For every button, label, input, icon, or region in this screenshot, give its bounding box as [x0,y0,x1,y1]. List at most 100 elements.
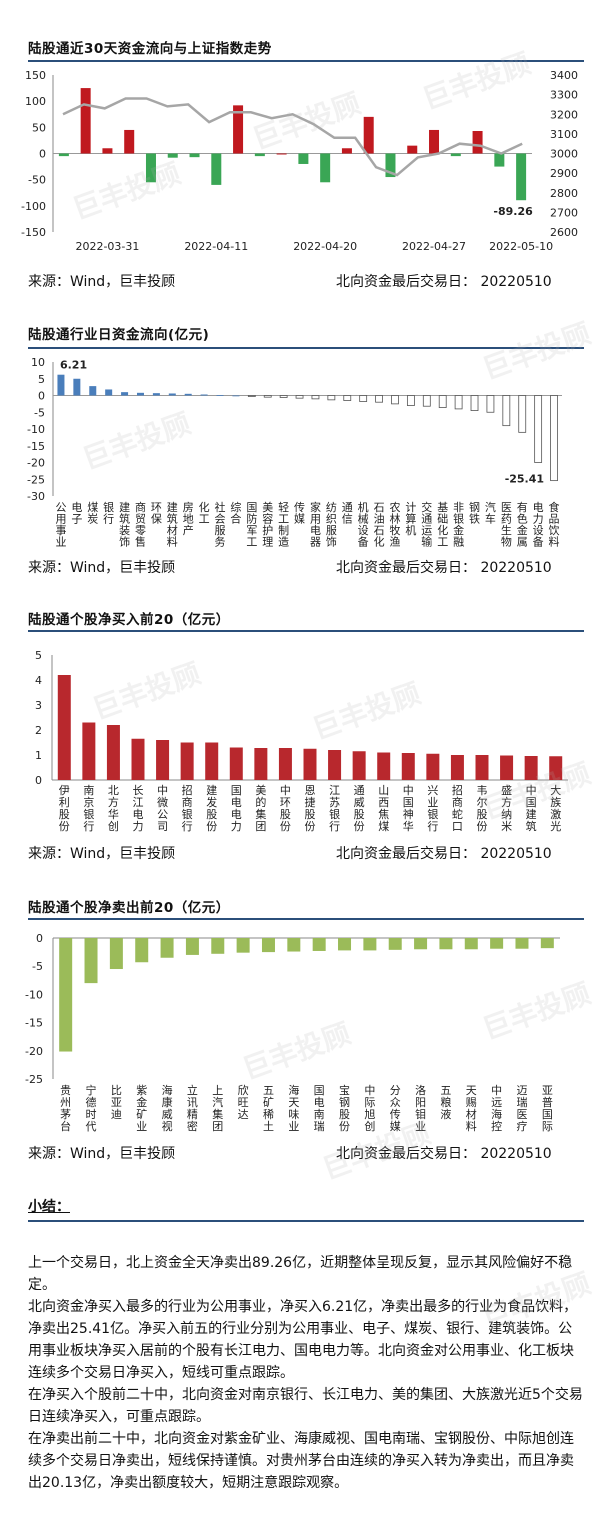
flow-bar [516,153,527,201]
category-label: 环保 [151,501,162,526]
category-label: 综合 [230,500,241,526]
category-label: 医药生物 [501,501,512,549]
y-tick-label: 0 [35,774,42,787]
category-label: 化工 [199,500,210,526]
summary-text: 上一个交易日，北上资金全天净卖出89.26亿，近期整体呈现反复，显示其风险偏好不… [28,1252,584,1494]
y2-tick-label: 3400 [550,69,578,82]
section-title: 陆股通近30天资金流向与上证指数走势 [28,41,272,57]
section-title: 陆股通个股净卖出前20（亿元） [28,900,230,916]
category-label: 南京银行 [83,784,94,833]
data-label: -89.26 [493,205,533,218]
flow-bar [298,153,309,164]
y-tick-label: -20 [27,457,45,470]
buy-bar [426,753,440,780]
chart-top-sell: -25 -20 -15 -10 -5 0 贵州茅台 宁德时代 比亚迪 紫金矿业 海康威视 立讯精密 上汽… [25,932,560,1133]
category-label: 社会服务 [215,500,226,549]
y-tick-label: 4 [35,674,42,687]
category-label: 有色金属 [517,500,528,549]
y-tick-label: -5 [34,406,45,419]
source-label: 来源：Wind，巨丰投顾 [28,274,176,290]
category-label: 亚普国际 [542,1084,553,1133]
y-tick-label: -100 [21,200,46,213]
category-label: 电子 [71,501,82,526]
sell-bar [211,938,225,954]
sell-bar [414,938,428,950]
category-label: 欣旺达 [238,1083,249,1121]
category-label: 江苏银行 [329,784,340,833]
industry-bar [327,395,336,401]
source-label: 来源：Wind，巨丰投顾 [28,846,176,862]
buy-bar [500,755,514,780]
sell-bar [363,938,377,951]
category-label: 中际旭创 [364,1084,375,1133]
x-tick-label: 2022-04-27 [402,240,466,253]
buy-bar [82,722,96,780]
category-label: 中国神华 [403,784,414,833]
y-tick-label: -30 [27,490,45,503]
industry-bar [168,393,176,396]
category-label: 美容护理 [262,501,273,549]
x-tick-label: 2022-03-31 [75,240,139,253]
category-label: 五粮液 [440,1084,451,1121]
buy-bar [156,740,170,780]
category-label: 机械设备 [358,500,369,549]
category-label: 钢铁 [469,501,480,526]
flow-bar [167,153,178,158]
x-tick-label: 2022-05-10 [489,240,553,253]
last-trading-day: 北向资金最后交易日： 20220510 [336,560,552,576]
sell-bar [236,938,250,953]
sell-bar [84,938,98,984]
category-label: 农林牧渔 [389,500,400,549]
category-label: 洛阳钼业 [415,1083,426,1133]
category-label: 通信 [342,501,353,526]
category-label: 中微公司 [157,784,168,833]
sell-bar [464,938,478,950]
x-tick-label: 2022-04-11 [184,240,248,253]
y-tick-label: 0 [36,932,43,945]
sell-bar [338,938,352,951]
buy-bar [106,725,120,780]
chart-industry-flow: -30 -25 -20 -15 -10 -5 0 5 10 6.21 -25.41 公用事业电子煤炭银… [27,356,562,549]
buy-bar [180,742,194,780]
flow-bar [254,153,265,157]
last-trading-day: 北向资金最后交易日： 20220510 [336,274,552,290]
buy-bar [524,756,538,780]
industry-bar [359,395,368,402]
section-top-sell: 陆股通个股净卖出前20（亿元） -25 -20 -15 -10 -5 0 贵州茅台 宁德时代 比… [0,880,605,1180]
category-label: 山西焦煤 [378,784,389,833]
category-label: 纺织服饰 [326,500,337,549]
industry-bar [502,395,511,427]
industry-bar [136,392,144,396]
y2-tick-label: 2600 [550,226,578,239]
sell-bar [312,938,326,951]
sell-bar [540,938,554,949]
industry-bar [216,395,224,396]
flow-bar [494,153,505,167]
y-tick-label: -15 [25,1017,43,1030]
category-label: 商贸零售 [135,500,146,549]
chart-top-buy: 0 1 2 3 4 5 伊利股份 南京银行 北方华创 长江电力 中微公司 招商银行 建发股份 国电电力 美的… [35,649,568,833]
category-label: 天赐材料 [466,1084,477,1133]
category-label: 基础化工 [437,501,448,549]
flow-bar [429,129,440,154]
flow-bar [472,130,483,154]
buy-bar [549,756,563,780]
industry-bar [152,393,160,396]
flow-bar [80,88,91,154]
buy-bar [401,753,415,780]
industry-bar [121,392,129,396]
summary-paragraph: 在净买入个股前二十中，北向资金对南京银行、长江电力、美的集团、大族激光近5个交易… [28,1387,583,1425]
flow-bar [363,116,374,154]
y-tick-label: -150 [21,226,46,239]
source-label: 来源：Wind，巨丰投顾 [28,1146,176,1162]
buy-bar [377,752,391,780]
section-flow-30d: 陆股通近30天资金流向与上证指数走势 -150 -100 -50 0 50 100 150 2… [0,0,605,300]
buy-bar [57,675,71,780]
y2-tick-label: 3200 [550,108,578,121]
category-label: 非银金融 [453,501,464,549]
section-industry-flow: 陆股通行业日资金流向(亿元) -30 -25 -20 -15 -10 -5 0 5 10 6.21… [0,300,605,590]
sell-bar [388,938,402,950]
industry-bar [534,395,543,463]
buy-bar [303,748,317,780]
sell-bar [439,938,453,950]
